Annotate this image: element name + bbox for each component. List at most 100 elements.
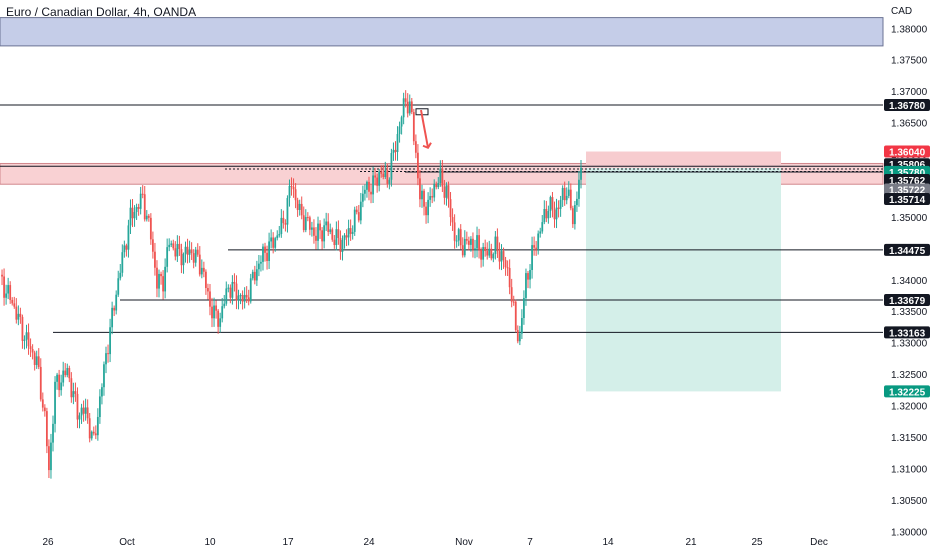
- candle-body: [58, 374, 61, 391]
- candle-body: [408, 101, 411, 114]
- candle-body: [541, 222, 544, 232]
- time-tick-label: Nov: [455, 537, 473, 548]
- candle-body: [478, 235, 480, 250]
- candle-body: [266, 252, 268, 262]
- candle-body: [43, 407, 46, 412]
- candle-body: [573, 205, 576, 225]
- candle-body: [565, 195, 568, 201]
- candle-body: [380, 171, 383, 174]
- price-tag-label: 1.35722: [889, 186, 926, 197]
- candle-body: [180, 249, 183, 266]
- candle-body: [567, 189, 570, 196]
- candle-body: [80, 407, 83, 416]
- candle-body: [449, 199, 452, 218]
- price-tag: 1.33163: [884, 326, 930, 339]
- candle-body: [133, 212, 136, 219]
- take-profit-area[interactable]: [586, 167, 781, 392]
- candle-body: [48, 446, 50, 471]
- candle-body: [488, 248, 491, 256]
- candle-body: [176, 243, 179, 257]
- candle-body: [402, 98, 405, 118]
- candle-body: [94, 433, 97, 436]
- price-tag-bg: [884, 243, 930, 256]
- candle-body: [72, 391, 75, 398]
- candle-body: [555, 207, 558, 220]
- candle-body: [251, 271, 254, 279]
- candle-body: [207, 288, 209, 292]
- candle-body: [445, 185, 448, 198]
- candle-body: [288, 185, 291, 199]
- candle-body: [66, 367, 69, 376]
- candle-body: [480, 249, 483, 260]
- price-tag-bg: [884, 193, 930, 206]
- candle-body: [272, 237, 275, 248]
- price-tick-label: 1.32000: [891, 402, 928, 413]
- candle-body: [355, 209, 358, 213]
- candle-body: [143, 194, 146, 220]
- price-tag: 1.35762: [884, 174, 930, 187]
- candle-body: [516, 330, 519, 342]
- price-tag-bg: [884, 326, 930, 339]
- candle-body: [7, 285, 10, 294]
- candle-body: [9, 285, 12, 300]
- candle-body: [268, 241, 270, 262]
- candle-body: [5, 293, 8, 298]
- candle-body: [553, 209, 556, 220]
- candle-body: [125, 245, 128, 250]
- price-tag-label: 1.35806: [889, 160, 926, 171]
- time-axis[interactable]: 26 Oct 10 17 24 Nov 7 14 21 25 Dec: [42, 537, 827, 548]
- candle-body: [304, 217, 307, 231]
- candle-body: [331, 229, 334, 240]
- candle-body: [514, 301, 517, 331]
- candle-body: [260, 261, 262, 264]
- candle-body: [533, 245, 536, 248]
- time-tick-label: 7: [527, 537, 533, 548]
- price-tag-bg: [884, 145, 930, 158]
- candle-body: [239, 295, 242, 297]
- price-tag-label: 1.35714: [889, 195, 926, 206]
- candle-body: [404, 98, 407, 102]
- candle-body: [225, 288, 228, 304]
- time-tick-label: 24: [363, 537, 375, 548]
- candle-body: [386, 170, 389, 184]
- candle-body: [164, 266, 167, 292]
- candle-body: [154, 251, 156, 268]
- candle-body: [145, 215, 148, 220]
- candle-body: [229, 287, 232, 298]
- candle-body: [25, 332, 28, 340]
- candle-body: [500, 251, 503, 262]
- candle-body: [111, 307, 114, 328]
- candle-body: [264, 246, 266, 253]
- candle-body: [276, 235, 279, 239]
- candle-body: [292, 186, 295, 190]
- candle-body: [137, 207, 140, 209]
- candle-body: [41, 399, 44, 408]
- candle-body: [123, 245, 126, 253]
- candle-body: [543, 208, 546, 223]
- candle-body: [398, 126, 401, 135]
- supply-zone[interactable]: [0, 17, 884, 47]
- candle-body: [29, 346, 32, 350]
- candle-body: [339, 237, 342, 252]
- candle-body: [68, 367, 71, 379]
- candle-body: [439, 168, 442, 184]
- candle-body: [427, 199, 430, 216]
- candle-body: [537, 233, 540, 249]
- candle-body: [37, 356, 40, 367]
- price-tag-bg: [884, 98, 930, 111]
- stop-loss-area[interactable]: [586, 151, 781, 168]
- candle-body: [109, 327, 111, 355]
- candle-body: [412, 112, 415, 142]
- candle-body: [141, 193, 144, 195]
- candle-body: [361, 193, 364, 202]
- candle-body: [200, 267, 203, 275]
- candle-body: [370, 191, 372, 195]
- candle-body: [302, 215, 305, 231]
- candle-body: [549, 197, 552, 212]
- candle-body: [429, 196, 432, 200]
- price-tag-label: 1.33163: [889, 328, 926, 339]
- price-tag: 1.32225: [884, 385, 930, 398]
- short-position-tool[interactable]: [586, 151, 781, 392]
- candle-body: [447, 185, 450, 200]
